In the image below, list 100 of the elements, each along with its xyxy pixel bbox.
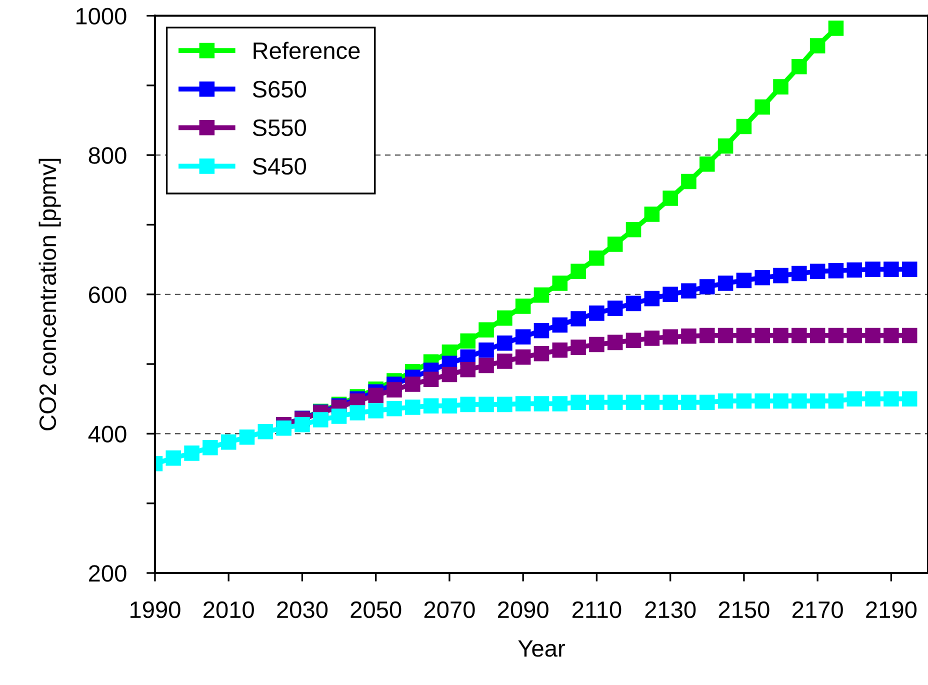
x-tick-label: 2110 <box>572 601 622 618</box>
x-tick-label: 2010 <box>204 601 254 618</box>
x-tick-label: 2070 <box>424 601 475 618</box>
point <box>884 391 899 406</box>
point <box>166 450 182 466</box>
point <box>828 393 844 409</box>
point <box>681 174 696 190</box>
point <box>626 222 642 238</box>
point <box>884 328 899 344</box>
x-tick-label: 2150 <box>718 601 770 618</box>
point <box>718 328 734 344</box>
point <box>736 118 752 134</box>
point <box>681 394 696 410</box>
point <box>718 138 734 154</box>
x-tick-label: 1990 <box>130 601 180 618</box>
point <box>534 287 550 303</box>
point <box>644 290 660 306</box>
point <box>515 298 531 314</box>
point <box>681 283 696 299</box>
point <box>644 330 660 346</box>
legend-label: S650 <box>252 80 306 98</box>
point <box>810 328 826 344</box>
point <box>570 394 586 410</box>
point <box>478 342 494 358</box>
point <box>570 264 586 280</box>
y-tick-label: 600 <box>89 286 126 304</box>
point <box>460 396 476 412</box>
point <box>626 394 642 410</box>
point <box>497 396 512 412</box>
point <box>810 393 826 409</box>
point <box>442 398 458 414</box>
point <box>607 300 623 316</box>
point <box>386 382 402 398</box>
point <box>184 446 200 461</box>
legend-label: S450 <box>252 158 306 175</box>
point <box>699 156 715 172</box>
point <box>626 332 642 348</box>
point <box>589 336 604 352</box>
point <box>718 276 734 291</box>
point <box>754 270 770 286</box>
point <box>405 400 420 415</box>
x-tick-label: 2090 <box>498 601 548 618</box>
point <box>718 393 734 409</box>
point <box>607 334 623 350</box>
point <box>294 416 310 432</box>
point <box>442 366 458 382</box>
point <box>681 328 696 344</box>
point <box>699 394 715 410</box>
point <box>902 391 918 406</box>
point <box>423 372 439 387</box>
point <box>754 393 770 409</box>
point <box>773 268 788 284</box>
point <box>552 396 568 412</box>
x-tick-label: 2170 <box>792 601 843 618</box>
point <box>350 405 366 420</box>
point <box>699 279 715 294</box>
point <box>736 393 752 409</box>
point <box>534 322 550 338</box>
point <box>515 329 531 345</box>
point <box>478 322 494 338</box>
y-tick-label: 400 <box>88 426 126 442</box>
point <box>534 396 550 412</box>
point <box>773 328 788 344</box>
point <box>662 329 678 345</box>
point <box>662 286 678 302</box>
y-tick-label: 1000 <box>76 8 126 25</box>
point <box>828 20 844 36</box>
point <box>773 79 788 94</box>
legend-label: S550 <box>252 119 306 136</box>
point <box>497 354 512 369</box>
point <box>515 349 531 365</box>
point <box>736 272 752 288</box>
point <box>331 408 347 424</box>
point <box>792 393 807 409</box>
x-tick-label: 2130 <box>645 601 696 618</box>
point <box>828 263 844 278</box>
x-axis-title: Year <box>518 640 565 657</box>
point <box>220 434 236 450</box>
point <box>552 342 568 358</box>
point <box>552 276 568 291</box>
point <box>589 250 604 266</box>
point <box>810 38 826 54</box>
point <box>736 328 752 344</box>
point <box>497 310 512 326</box>
point <box>754 328 770 344</box>
point <box>239 430 255 445</box>
point <box>662 394 678 410</box>
point <box>534 346 550 362</box>
point <box>865 391 880 406</box>
point <box>662 190 678 206</box>
y-axis-title: CO2 concentration [ppmv] <box>38 158 61 430</box>
y-tick-label: 200 <box>88 565 126 582</box>
point <box>276 420 292 436</box>
point <box>460 362 476 378</box>
point <box>368 403 384 418</box>
point <box>312 412 328 428</box>
point <box>846 391 862 406</box>
point <box>792 328 807 344</box>
point <box>644 394 660 410</box>
point <box>884 262 899 277</box>
